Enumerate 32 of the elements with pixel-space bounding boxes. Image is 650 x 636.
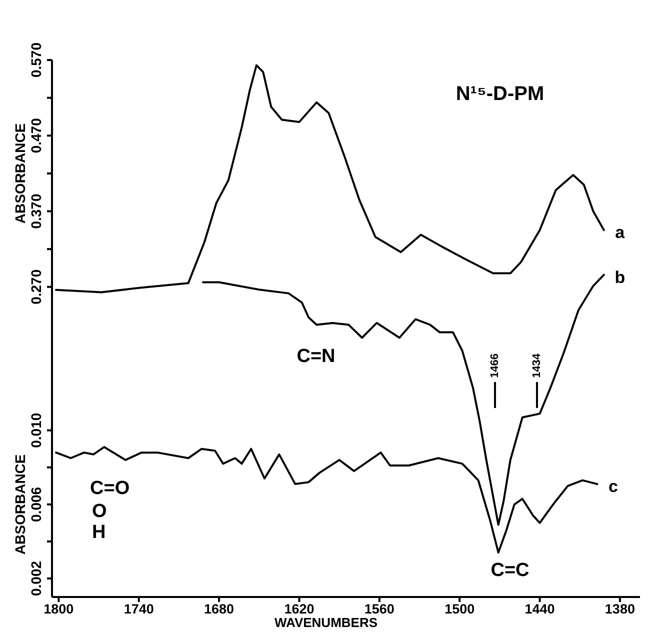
x-tick-label: 1500 xyxy=(444,602,475,617)
y-tick-label: 0.002 xyxy=(28,560,44,596)
series-label: c xyxy=(608,477,618,496)
annotation: C=C xyxy=(490,560,530,581)
line-series xyxy=(55,64,605,294)
y-axis-title: ABSORBANCE xyxy=(12,454,28,555)
x-tick-label: 1680 xyxy=(204,602,234,617)
series-label: b xyxy=(614,268,626,287)
line-series xyxy=(55,446,598,554)
x-tick-label: 1740 xyxy=(124,602,154,617)
x-tick-label: 1440 xyxy=(524,602,555,617)
y-tick-label: 0.570 xyxy=(28,42,44,78)
y-tick-label: 0.470 xyxy=(28,118,44,154)
x-tick-label: 1560 xyxy=(364,602,394,617)
x-tick-label: 1620 xyxy=(284,602,314,617)
y-tick-label: 0.010 xyxy=(28,412,44,448)
y-axis-title: ABSORBANCE xyxy=(12,123,28,224)
annotation: 1434 xyxy=(531,352,543,378)
y-tick-label: 0.270 xyxy=(28,269,44,304)
annotation: C=O xyxy=(90,478,130,499)
x-tick-label: 1800 xyxy=(44,602,74,617)
annotation: N¹⁵-D-PM xyxy=(456,83,544,105)
line-series xyxy=(202,274,605,526)
annotation: H xyxy=(92,522,106,543)
x-axis-title: WAVENUMBERS xyxy=(274,615,378,630)
y-tick-label: 0.370 xyxy=(28,194,44,229)
annotation: O xyxy=(92,501,107,522)
y-tick-label: 0.006 xyxy=(28,486,44,522)
annotation: C=N xyxy=(296,346,336,367)
x-tick-label: 1380 xyxy=(604,602,635,617)
series-label: a xyxy=(615,223,626,242)
annotation: 1466 xyxy=(489,354,501,378)
